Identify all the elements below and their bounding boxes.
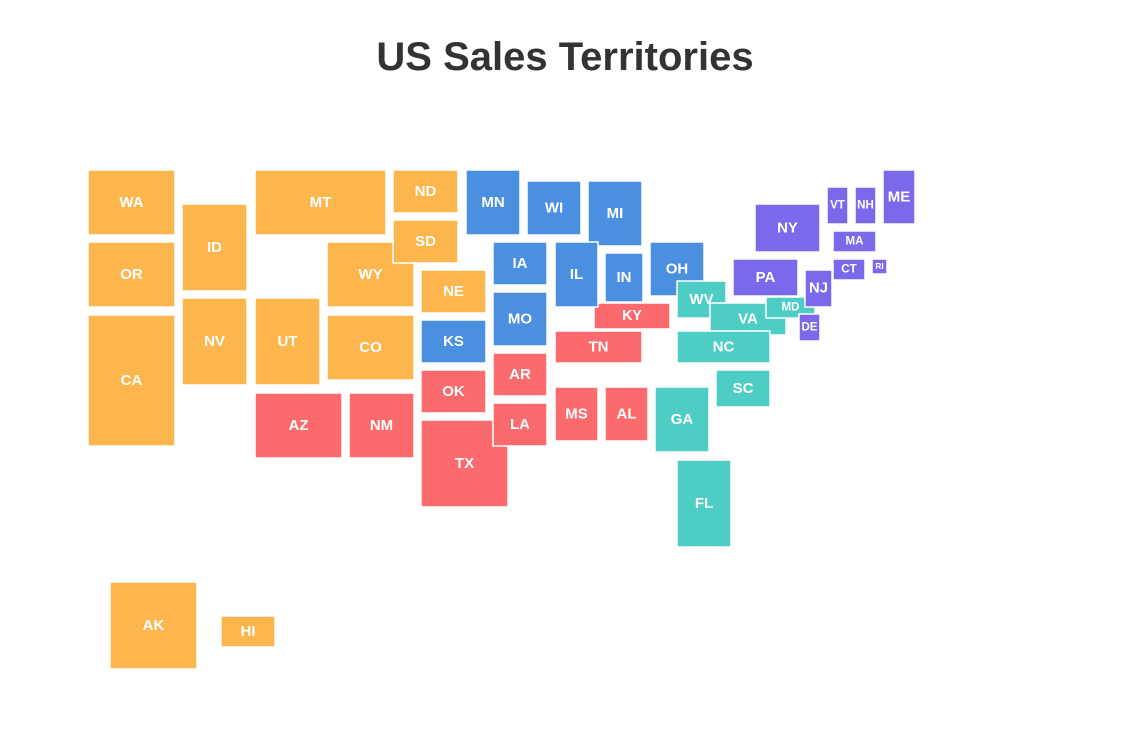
state-tile [854, 186, 877, 225]
state-tile [826, 186, 849, 225]
state-label: CT [841, 264, 856, 276]
state-tile [492, 241, 548, 286]
state-tile [554, 241, 599, 308]
state-tile [326, 314, 415, 381]
state-label: MO [508, 311, 532, 328]
state-tile [465, 169, 521, 236]
state-label: NM [370, 417, 393, 434]
state-tile [676, 330, 771, 364]
state-label: NE [443, 283, 464, 300]
state-label: IA [513, 255, 528, 272]
state-tile [526, 180, 582, 236]
state-tile [492, 352, 548, 397]
state-label: LA [510, 416, 530, 433]
state-label: OH [666, 261, 689, 278]
tiles: WA OR CA ID NV MT UT WY CO ND SD NE AK HI AZ NM OK TX AR LA… [87, 169, 916, 670]
state-label: NJ [809, 281, 828, 297]
state-tile [554, 330, 643, 364]
state-tile [392, 169, 459, 214]
state-label: AK [143, 617, 165, 634]
state-label: MN [481, 194, 504, 211]
state-tile [715, 369, 771, 408]
state-label: AZ [289, 417, 309, 434]
state-label: DE [801, 322, 817, 334]
state-label: MD [782, 302, 800, 314]
state-label: FL [695, 495, 713, 512]
state-tile [254, 169, 387, 236]
state-label: MS [565, 406, 588, 423]
state-tile [348, 392, 415, 459]
state-tile [492, 291, 548, 347]
state-label: SD [415, 233, 436, 250]
state-label: KS [443, 333, 464, 350]
state-tile [593, 302, 671, 330]
state-tile [654, 386, 710, 453]
state-label: NC [713, 339, 735, 356]
state-label: MI [607, 205, 624, 222]
state-label: MT [310, 194, 332, 211]
state-tile [492, 402, 548, 447]
state-label: WI [545, 200, 563, 217]
state-label: MA [846, 236, 865, 248]
state-label: ID [207, 239, 222, 256]
state-tile [754, 203, 821, 253]
state-label: PA [756, 269, 776, 286]
state-label: WA [119, 194, 143, 211]
state-tile [87, 314, 176, 447]
state-label: WY [358, 266, 382, 283]
state-label: ME [888, 189, 911, 206]
state-tile [604, 252, 644, 303]
state-label: RI [875, 262, 883, 271]
state-label: VT [830, 200, 845, 212]
state-label: WV [689, 291, 713, 308]
state-tile [420, 369, 487, 414]
state-label: OR [120, 266, 143, 283]
state-label: ND [415, 183, 437, 200]
state-label: UT [278, 333, 298, 350]
state-label: NV [204, 333, 225, 350]
state-tile [732, 258, 799, 297]
state-label: TX [455, 455, 474, 472]
state-label: SC [733, 380, 754, 397]
state-tile [882, 169, 916, 225]
state-label: AL [617, 406, 637, 423]
state-label: NH [857, 200, 874, 212]
state-label: NY [777, 220, 798, 237]
state-tile [87, 169, 176, 236]
state-label: KY [622, 308, 642, 324]
state-label: IN [617, 269, 632, 286]
state-label: TN [589, 339, 609, 356]
state-tile [604, 386, 649, 442]
state-tile [798, 313, 821, 342]
state-label: CO [359, 339, 382, 356]
map-title: US Sales Territories [376, 35, 753, 79]
state-label: VA [738, 311, 758, 328]
state-tile [832, 258, 866, 281]
state-tile [181, 203, 248, 292]
state-tile [832, 230, 877, 253]
state-tile [392, 219, 459, 264]
state-tile [87, 241, 176, 308]
state-tile [220, 615, 276, 648]
state-tile [554, 386, 599, 442]
state-tile [420, 269, 487, 314]
state-tile [676, 459, 732, 548]
state-tile [181, 297, 248, 386]
state-label: GA [671, 411, 694, 428]
state-label: OK [442, 383, 465, 400]
state-tile [420, 319, 487, 364]
state-tile [420, 419, 509, 508]
state-tile [871, 258, 888, 275]
state-label: HI [241, 623, 256, 640]
state-tile [804, 269, 833, 308]
state-tile [109, 581, 198, 670]
state-tile [587, 180, 643, 247]
state-tile [254, 392, 343, 459]
state-label: CA [121, 372, 143, 389]
state-label: IL [570, 266, 583, 283]
state-tile [254, 297, 321, 386]
state-label: AR [509, 366, 531, 383]
